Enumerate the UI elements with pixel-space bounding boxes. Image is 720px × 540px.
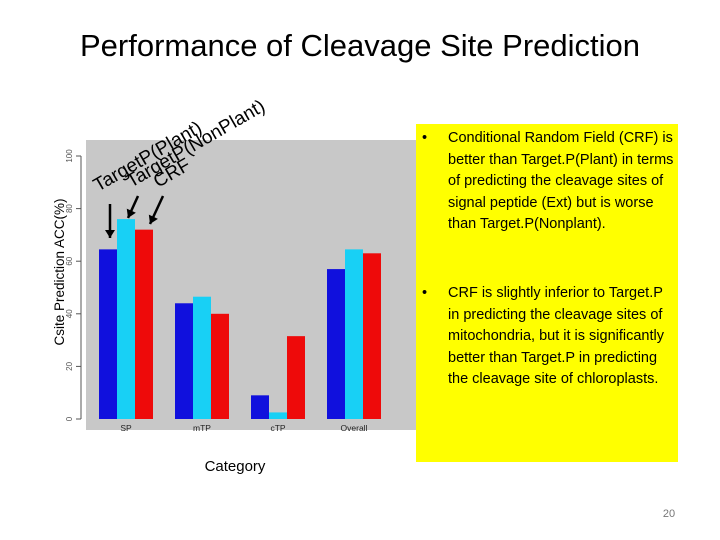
bullet-text: Conditional Random Field (CRF) is better… xyxy=(448,130,674,232)
page-number: 20 xyxy=(662,508,676,520)
arrow-head xyxy=(148,214,158,224)
y-tick-label: 80 xyxy=(65,204,74,213)
bullet-marker: • xyxy=(422,285,428,301)
bullet-text: CRF is slightly inferior to Target.P in … xyxy=(448,285,664,387)
category-label: Overall xyxy=(341,423,368,433)
y-axis: 0 20 40 60 80 100 xyxy=(65,149,82,421)
bar xyxy=(175,303,193,419)
y-tick-label: 20 xyxy=(65,361,74,370)
bar xyxy=(345,249,363,419)
bar xyxy=(287,336,305,419)
notes-box: • Conditional Random Field (CRF) is bett… xyxy=(416,124,678,462)
category-label: mTP xyxy=(193,423,211,433)
bar xyxy=(363,253,381,419)
category-label: SP xyxy=(120,423,132,433)
bar xyxy=(211,313,229,419)
bar xyxy=(117,219,135,419)
arrow-head xyxy=(105,230,115,238)
bullet-marker: • xyxy=(422,130,428,146)
y-tick-label: 40 xyxy=(65,309,74,318)
y-tick-label: 0 xyxy=(65,416,74,421)
x-axis-label: Category xyxy=(205,458,266,475)
bar xyxy=(135,229,153,419)
annotation-arrows xyxy=(105,195,165,238)
slide-title: Performance of Cleavage Site Prediction xyxy=(79,28,640,63)
y-axis-label: Csite Prediction ACC(%) xyxy=(52,198,67,345)
arrow-head xyxy=(126,208,136,218)
bar xyxy=(193,296,211,419)
category-labels: SP mTP cTP Overall xyxy=(120,423,367,433)
y-tick-label: 60 xyxy=(65,256,74,265)
bar xyxy=(99,249,117,419)
bar xyxy=(269,412,287,419)
y-tick-label: 100 xyxy=(65,149,74,163)
category-label: cTP xyxy=(270,423,285,433)
bar xyxy=(251,395,269,419)
bars-group xyxy=(99,219,381,419)
bar xyxy=(327,269,345,419)
